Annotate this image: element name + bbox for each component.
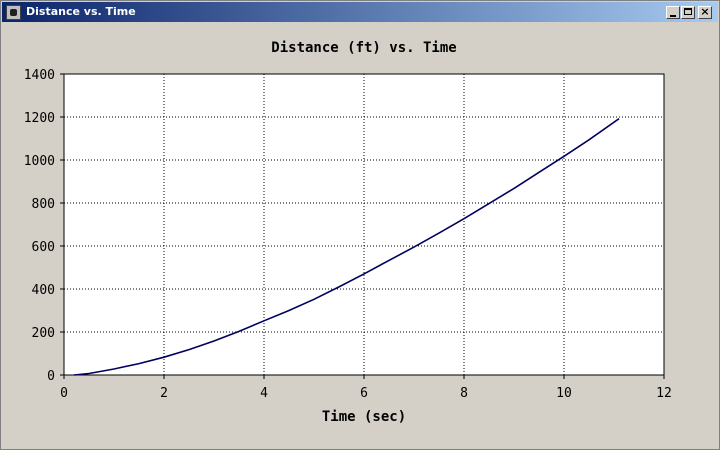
title-bar[interactable]: Distance vs. Time ×: [2, 2, 718, 22]
distance-time-chart: Distance (ft) vs. Time 0 2 4 6 8 10 12 0 200 400…: [24, 40, 672, 425]
chart-title: Distance (ft) vs. Time: [271, 40, 456, 56]
y-tick-label: 1200: [24, 111, 55, 126]
app-icon[interactable]: [6, 5, 21, 20]
y-tick-label: 600: [32, 240, 55, 255]
close-icon: ×: [700, 5, 710, 18]
x-tick-label: 6: [360, 386, 368, 401]
x-axis-label: Time (sec): [322, 409, 406, 425]
y-tick-label: 200: [32, 326, 55, 341]
x-tick-label: 8: [460, 386, 468, 401]
y-tick-label: 800: [32, 197, 55, 212]
x-tick-label: 4: [260, 386, 268, 401]
minimize-button[interactable]: [666, 6, 680, 19]
maximize-icon: [684, 8, 692, 15]
maximize-button[interactable]: [681, 6, 695, 19]
y-axis-ticks: 0 200 400 600 800 1000 1200 1400: [24, 68, 64, 384]
x-tick-label: 12: [656, 386, 672, 401]
x-tick-label: 2: [160, 386, 168, 401]
y-tick-label: 0: [47, 369, 55, 384]
x-tick-label: 10: [556, 386, 572, 401]
y-tick-label: 1400: [24, 68, 55, 83]
window-title: Distance vs. Time: [26, 5, 136, 18]
close-button[interactable]: ×: [698, 5, 712, 19]
distance-series-line: [73, 118, 620, 376]
x-axis-ticks: 0 2 4 6 8 10 12: [60, 375, 672, 401]
minimize-icon: [670, 15, 676, 17]
grid-lines: [64, 74, 664, 375]
x-tick-label: 0: [60, 386, 68, 401]
y-tick-label: 400: [32, 283, 55, 298]
y-tick-label: 1000: [24, 154, 55, 169]
